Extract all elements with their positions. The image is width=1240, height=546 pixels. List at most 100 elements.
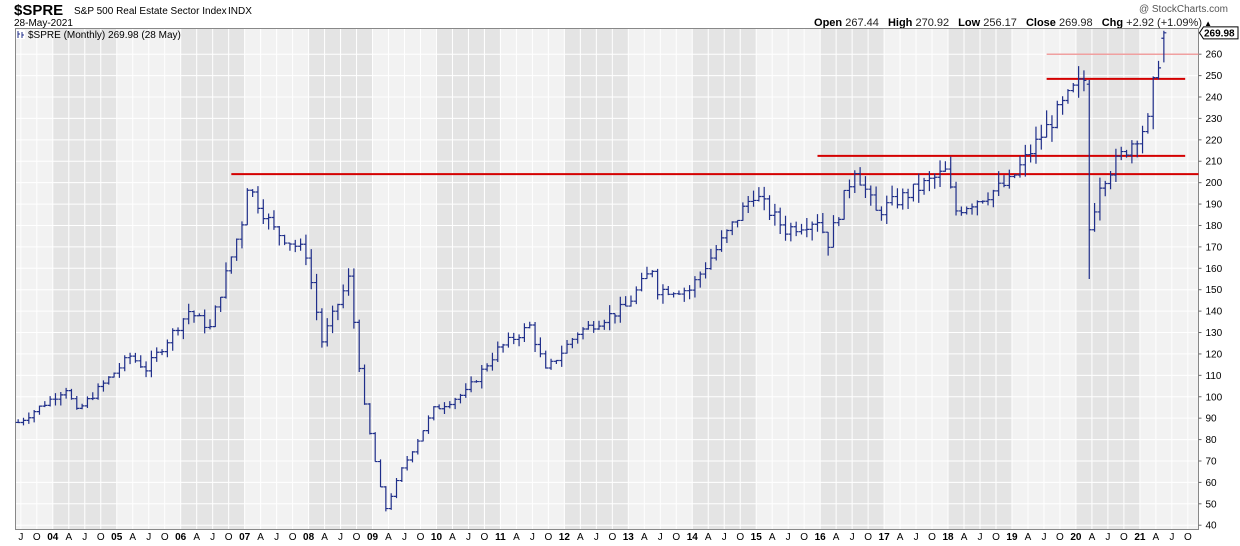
ohlc-bar xyxy=(756,187,762,202)
ohlc-bar xyxy=(1049,115,1055,142)
ohlc-bar xyxy=(953,181,959,216)
ohlc-bar xyxy=(186,303,192,325)
ohlc-bar xyxy=(569,338,575,349)
ohlc-bar xyxy=(303,234,309,266)
x-tick-label: 09 xyxy=(367,532,379,543)
x-tick-label: O xyxy=(736,532,744,543)
ohlc-bar xyxy=(489,352,495,371)
ohlc-bar xyxy=(612,313,618,324)
ohlc-bar xyxy=(1065,89,1071,104)
ohlc-bar xyxy=(148,350,154,378)
ohlc-bar xyxy=(378,459,384,488)
ohlc-bar xyxy=(910,183,916,202)
ohlc-bar xyxy=(74,396,80,410)
ohlc-bar xyxy=(537,337,543,358)
ohlc-bar xyxy=(175,327,181,336)
ohlc-bar xyxy=(68,388,74,400)
x-tick-label: J xyxy=(466,532,471,543)
ohlc-bar xyxy=(937,160,943,188)
ohlc-bar xyxy=(692,276,698,298)
ohlc-bar xyxy=(814,214,820,232)
x-tick-label: J xyxy=(594,532,599,543)
last-price-value: 269.98 xyxy=(1204,28,1235,39)
chg-label: Chg xyxy=(1101,17,1124,29)
y-tick-label: 240 xyxy=(1206,93,1223,104)
ohlc-bar xyxy=(404,455,410,471)
x-tick-label: 13 xyxy=(623,532,635,543)
x-tick-label: 04 xyxy=(47,532,59,543)
x-tick-label: 15 xyxy=(751,532,763,543)
y-tick-label: 170 xyxy=(1206,242,1223,253)
ohlc-bar xyxy=(47,396,53,407)
ohlc-bar xyxy=(623,296,629,307)
ohlc-bar xyxy=(207,319,213,330)
ohlc-bar xyxy=(958,206,964,216)
ohlc-bar xyxy=(1113,148,1119,183)
x-tick-label: 21 xyxy=(1134,532,1146,543)
y-tick-label: 190 xyxy=(1206,200,1223,211)
ohlc-bar xyxy=(628,295,634,307)
ohlc-bar xyxy=(1044,110,1050,138)
ohlc-bar xyxy=(1076,66,1082,98)
x-tick-label: A xyxy=(1089,532,1096,543)
ohlc-bar xyxy=(527,321,533,329)
y-tick-label: 90 xyxy=(1206,414,1218,425)
ohlc-bar xyxy=(127,352,133,365)
ohlc-bar xyxy=(660,284,666,304)
x-tick-label: A xyxy=(65,532,72,543)
ohlc-bar xyxy=(367,403,373,435)
caret-up-icon: ▲ xyxy=(1204,19,1212,28)
x-tick-label: O xyxy=(864,532,872,543)
ohlc-bar xyxy=(644,266,650,280)
ohlc-bar xyxy=(889,185,895,206)
ohlc-bar xyxy=(884,195,890,225)
x-tick-label: O xyxy=(1056,532,1064,543)
ohlc-bar xyxy=(633,286,639,305)
x-tick-label: 08 xyxy=(303,532,315,543)
ohlc-bar xyxy=(548,358,554,370)
ohlc-bar xyxy=(735,219,741,228)
ohlc-bar xyxy=(1108,170,1114,190)
ohlc-bar xyxy=(409,451,415,463)
ohlc-bar xyxy=(106,376,112,385)
x-tick-label: A xyxy=(385,532,392,543)
bar-legend-icon xyxy=(16,30,25,39)
x-tick-label: 16 xyxy=(815,532,827,543)
ohlc-bar xyxy=(122,355,128,372)
ohlc-bar xyxy=(90,392,96,401)
ohlc-bar xyxy=(980,200,986,204)
ohlc-bar xyxy=(196,313,202,317)
ohlc-bar xyxy=(894,188,900,209)
ohlc-bar xyxy=(916,173,922,203)
x-tick-label: J xyxy=(658,532,663,543)
ohlc-bar xyxy=(846,179,852,199)
ohlc-bar xyxy=(676,290,682,296)
ohlc-bar xyxy=(298,238,304,251)
ohlc-bar xyxy=(26,412,32,424)
x-tick-label: O xyxy=(161,532,169,543)
x-tick-label: J xyxy=(914,532,919,543)
ohlc-bar xyxy=(31,409,37,423)
ohlc-bar xyxy=(111,372,117,378)
ohlc-bar xyxy=(1145,113,1151,134)
ohlc-bar xyxy=(553,359,559,364)
x-tick-label: A xyxy=(193,532,200,543)
ohlc-bar xyxy=(170,328,176,351)
x-tick-label: A xyxy=(641,532,648,543)
x-tick-label: O xyxy=(1184,532,1192,543)
ohlc-bar xyxy=(228,256,234,274)
x-tick-label: A xyxy=(1025,532,1032,543)
ohlc-bar xyxy=(468,376,474,393)
ohlc-bar xyxy=(282,234,288,246)
year-band xyxy=(15,28,53,530)
ohlc-bar-icon xyxy=(17,31,24,38)
ohlc-bar xyxy=(1022,144,1028,177)
x-tick-label: A xyxy=(321,532,328,543)
ohlc-bar xyxy=(164,339,170,358)
y-tick-label: 50 xyxy=(1206,499,1218,510)
x-tick-label: O xyxy=(800,532,808,543)
ohlc-bar xyxy=(793,221,799,237)
ohlc-bar xyxy=(436,404,442,410)
ohlc-bar xyxy=(841,189,847,220)
ohlc-bar xyxy=(559,345,565,367)
